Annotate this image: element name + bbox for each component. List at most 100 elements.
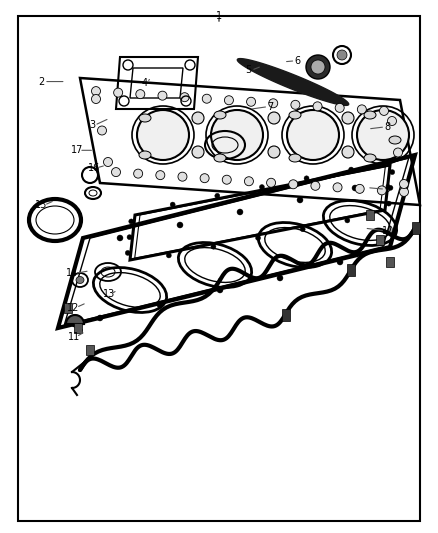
Circle shape [178,172,187,181]
Text: 9: 9 [385,184,391,194]
Text: 4: 4 [141,78,148,87]
Circle shape [311,181,320,190]
Circle shape [393,148,403,157]
Circle shape [269,99,278,108]
Bar [86,345,94,355]
Ellipse shape [287,110,339,160]
Ellipse shape [389,136,401,144]
Circle shape [158,91,167,100]
Circle shape [200,174,209,183]
Text: 8: 8 [385,122,391,132]
Circle shape [355,184,364,193]
Circle shape [342,112,354,124]
Circle shape [211,244,216,249]
Circle shape [92,94,100,103]
Text: 1: 1 [216,11,222,21]
Circle shape [170,202,175,207]
Text: 6: 6 [295,56,301,66]
Circle shape [180,93,189,102]
Bar [412,222,420,234]
Circle shape [125,251,130,255]
Text: 2: 2 [39,77,45,86]
Ellipse shape [364,111,376,119]
Circle shape [129,219,134,224]
Ellipse shape [211,110,263,160]
Circle shape [156,171,165,180]
Circle shape [103,157,113,166]
Text: 11: 11 [67,332,80,342]
Circle shape [217,287,223,293]
Circle shape [134,169,143,178]
Circle shape [127,235,132,240]
Circle shape [399,180,409,189]
Circle shape [291,100,300,109]
Circle shape [297,197,303,203]
Circle shape [300,227,305,232]
Circle shape [379,107,389,116]
Circle shape [113,88,123,97]
Circle shape [289,180,298,189]
Ellipse shape [214,154,226,162]
Circle shape [268,112,280,124]
Circle shape [349,167,353,172]
Polygon shape [66,315,84,324]
Circle shape [342,146,354,158]
Ellipse shape [214,111,226,119]
Circle shape [306,55,330,79]
Text: 13: 13 [102,289,115,299]
Text: 10: 10 [381,226,394,236]
Circle shape [388,117,396,125]
Circle shape [98,126,106,135]
Bar [347,264,355,276]
Circle shape [177,222,183,228]
Text: 3: 3 [89,120,95,130]
Circle shape [92,86,100,95]
Ellipse shape [76,277,84,284]
Ellipse shape [139,114,151,122]
Circle shape [277,275,283,281]
Circle shape [117,235,123,241]
Circle shape [244,177,254,185]
Bar [74,323,82,333]
Circle shape [259,184,265,190]
Circle shape [224,96,233,105]
Circle shape [386,201,391,206]
Circle shape [388,185,393,190]
Circle shape [97,315,103,321]
Ellipse shape [364,154,376,162]
Circle shape [222,175,231,184]
Circle shape [311,60,325,74]
Circle shape [202,94,211,103]
Circle shape [267,178,276,187]
Text: 5: 5 [246,66,252,75]
Text: 16: 16 [88,163,100,173]
Circle shape [313,102,322,111]
Circle shape [112,167,120,176]
Text: 7: 7 [268,102,274,111]
Circle shape [192,112,204,124]
Circle shape [357,105,366,114]
Text: 12: 12 [67,303,80,312]
Ellipse shape [139,151,151,159]
Circle shape [399,188,409,196]
Circle shape [136,90,145,99]
Circle shape [192,146,204,158]
Ellipse shape [289,111,301,119]
Bar [64,303,72,313]
Bar [366,210,374,220]
Circle shape [304,176,309,181]
Bar [386,257,394,267]
Ellipse shape [357,110,409,160]
Polygon shape [237,59,349,106]
Circle shape [268,146,280,158]
Circle shape [215,193,220,198]
Circle shape [390,169,395,175]
Text: 14: 14 [66,269,78,278]
Ellipse shape [137,110,189,160]
Circle shape [237,209,243,215]
Circle shape [345,218,350,223]
Circle shape [337,50,347,60]
Bar [376,235,384,245]
Circle shape [352,185,358,191]
Circle shape [333,183,342,192]
